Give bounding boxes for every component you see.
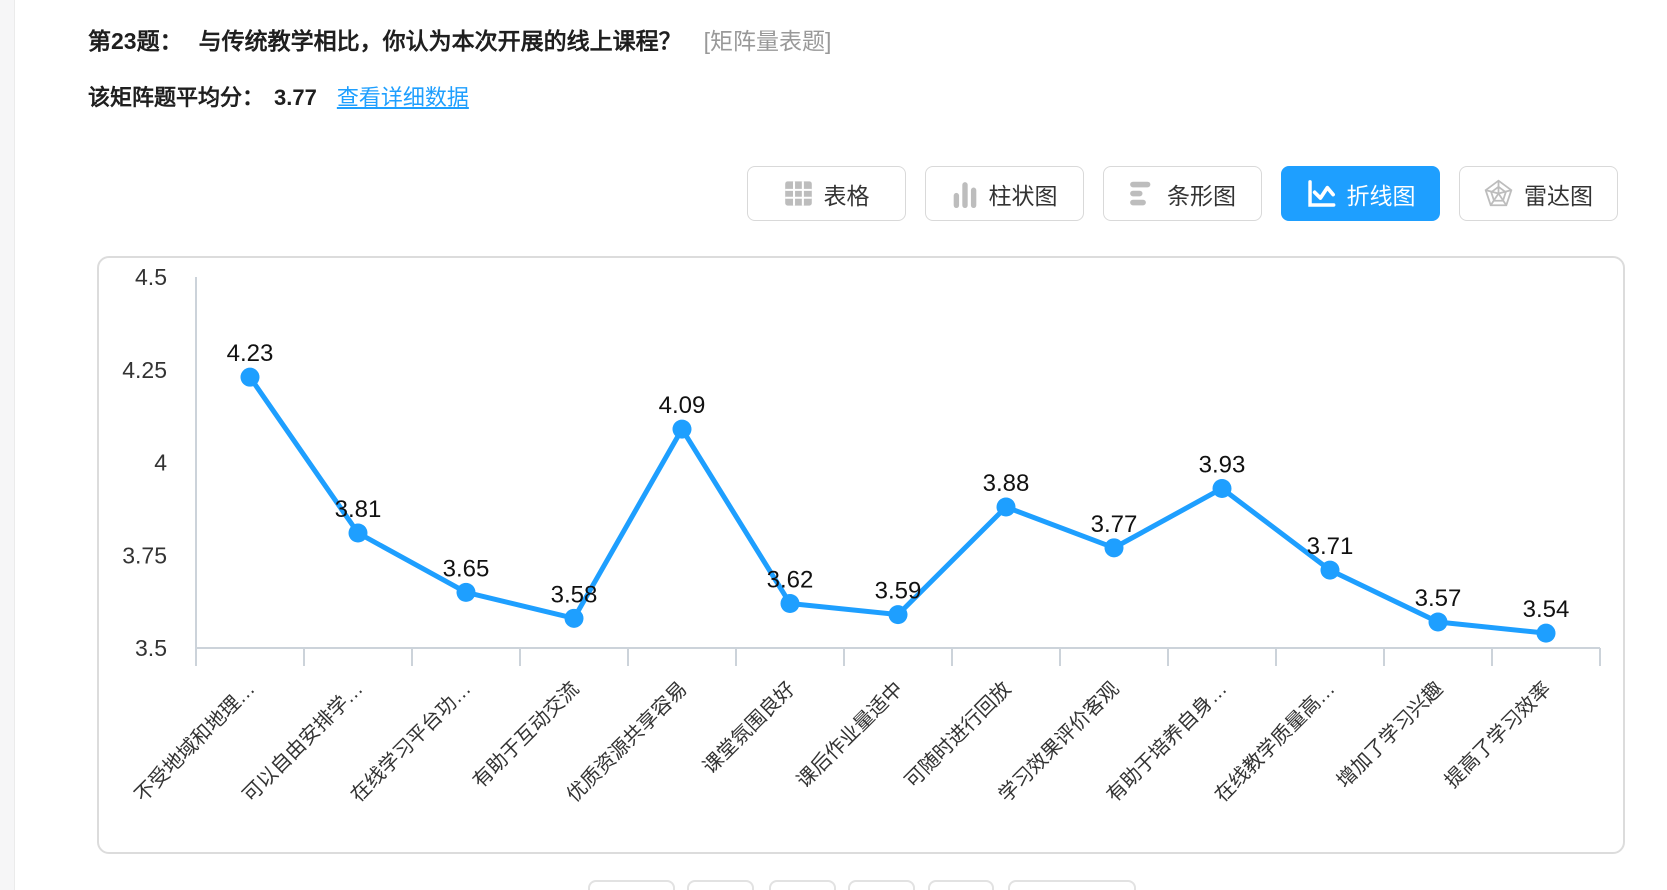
average-score-value: 3.77 [274, 85, 317, 110]
data-point [888, 605, 908, 625]
x-category-label: 课堂氛围良好 [698, 677, 799, 778]
line-chart-icon [1306, 179, 1336, 209]
x-category-label: 优质资源共享容易 [562, 677, 691, 806]
x-category-label: 有助于互动交流 [468, 677, 583, 792]
data-point [456, 582, 476, 602]
partial-hidden-button[interactable] [588, 880, 675, 890]
page-left-gutter [0, 0, 15, 890]
chart-type-button-bar-chart[interactable]: 条形图 [1103, 166, 1262, 221]
data-point-label: 3.58 [551, 581, 598, 608]
question-header: 第23题： 与传统教学相比，你认为本次开展的线上课程？ [矩阵量表题] [88, 26, 831, 56]
data-point [564, 608, 584, 628]
partial-hidden-button[interactable] [687, 880, 754, 890]
partial-hidden-button[interactable] [769, 880, 836, 890]
question-title: 与传统教学相比，你认为本次开展的线上课程？ [198, 28, 682, 54]
data-point-label: 4.23 [227, 340, 274, 367]
chart-type-button-label: 折线图 [1346, 182, 1416, 209]
data-point-label: 3.59 [875, 578, 922, 605]
data-point [348, 523, 368, 543]
y-tick-label: 3.75 [122, 542, 167, 568]
x-category-label: 有助于培养自身… [1102, 677, 1231, 806]
y-tick-label: 4.5 [135, 264, 167, 290]
data-point [240, 367, 260, 387]
question-type-tag: [矩阵量表题] [703, 28, 832, 54]
bar-chart-icon [1129, 180, 1156, 207]
data-point [1212, 478, 1232, 498]
data-point-label: 3.62 [767, 566, 814, 593]
data-point-label: 3.71 [1307, 533, 1354, 560]
data-point [1428, 612, 1448, 632]
chart-type-button-table[interactable]: 表格 [747, 166, 906, 221]
x-category-label: 课后作业量适中 [792, 677, 907, 792]
chart-type-button-label: 柱状图 [988, 182, 1058, 209]
column-chart-icon [952, 180, 978, 208]
partial-hidden-button[interactable] [1008, 880, 1136, 890]
data-point [672, 419, 692, 439]
data-point-label: 4.09 [659, 392, 706, 419]
chart-type-button-label: 条形图 [1167, 182, 1236, 209]
data-point [1320, 560, 1340, 580]
partial-hidden-button[interactable] [928, 880, 994, 890]
chart-type-button-label: 表格 [823, 182, 870, 209]
data-point-label: 3.65 [443, 555, 490, 582]
x-category-label: 可以自由安排学… [238, 677, 367, 806]
chart-type-toolbar: 表格 柱状图 条形图 折线图 雷达图 [747, 166, 1618, 221]
x-category-label: 提高了学习效率 [1440, 677, 1555, 792]
chart-type-button-radar-chart[interactable]: 雷达图 [1459, 166, 1618, 221]
line-chart-svg: 3.5 3.75 4 4.25 4.5 4.23 不受地域和地理… 3.81 可以自由安排学… 3… [122, 264, 1601, 807]
data-point-label: 3.88 [983, 470, 1030, 497]
view-detail-link[interactable]: 查看详细数据 [336, 85, 469, 110]
data-point [1104, 538, 1124, 558]
x-category-label: 可随时进行回放 [900, 677, 1015, 792]
x-category-label: 学习效果评价客观 [994, 677, 1123, 806]
question-number: 第23题： [88, 28, 183, 54]
data-point-label: 3.54 [1523, 596, 1570, 623]
data-point-label: 3.93 [1199, 451, 1246, 478]
x-category-label: 在线教学质量高… [1210, 677, 1339, 806]
question-summary: 该矩阵题平均分： 3.77 查看详细数据 [88, 84, 469, 112]
data-point [780, 593, 800, 613]
data-point-label: 3.81 [335, 496, 382, 523]
chart-type-button-column-chart[interactable]: 柱状图 [925, 166, 1084, 221]
data-point-label: 3.77 [1091, 511, 1138, 538]
average-score-label: 该矩阵题平均分： [88, 85, 265, 110]
y-tick-label: 4.25 [122, 357, 167, 383]
chart-card: 3.5 3.75 4 4.25 4.5 4.23 不受地域和地理… 3.81 可以自由安排学… 3… [97, 256, 1625, 854]
data-point-label: 3.57 [1415, 585, 1462, 612]
chart-type-button-line-chart[interactable]: 折线图 [1281, 166, 1440, 221]
y-tick-label: 4 [154, 450, 167, 476]
partial-hidden-button[interactable] [848, 880, 915, 890]
radar-chart-icon [1484, 179, 1513, 208]
x-category-label: 不受地域和地理… [130, 677, 259, 806]
x-category-label: 增加了学习兴趣 [1332, 677, 1447, 792]
y-tick-label: 3.5 [135, 635, 167, 661]
x-category-label: 在线学习平台功… [346, 677, 475, 806]
chart-type-button-label: 雷达图 [1524, 182, 1593, 209]
data-point [996, 497, 1016, 517]
table-icon [784, 180, 813, 207]
data-point [1536, 623, 1556, 643]
